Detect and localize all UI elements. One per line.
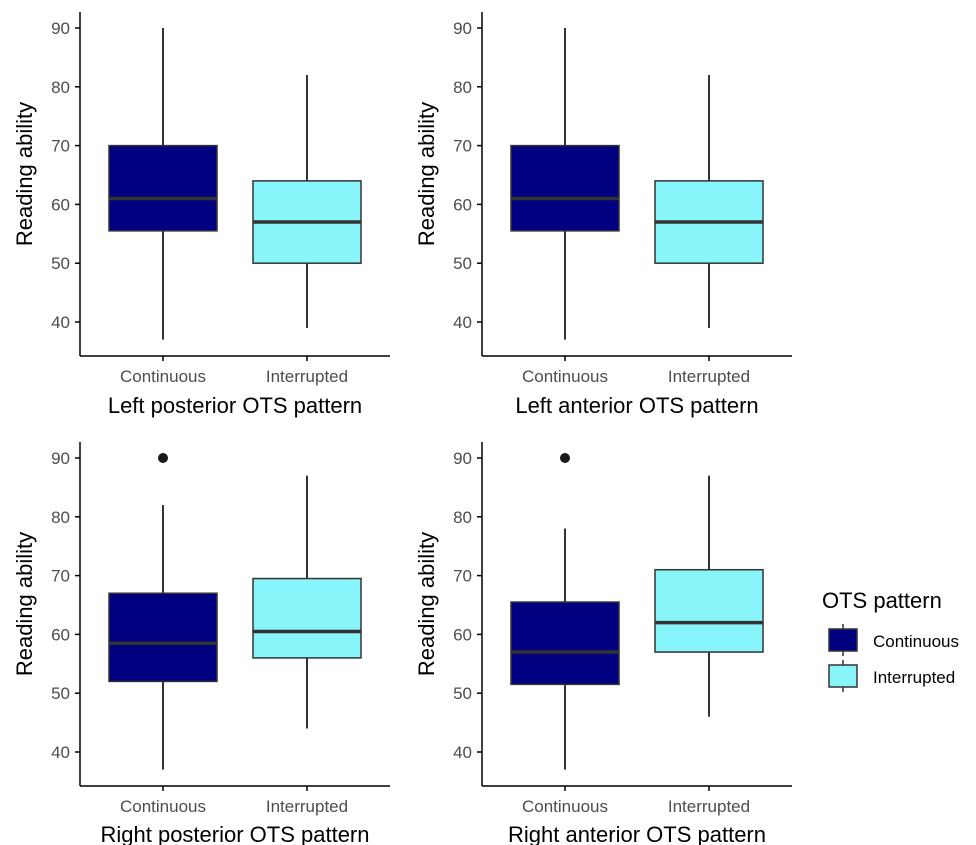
x-tick-label-continuous: Continuous — [522, 797, 608, 816]
y-axis-title: Reading ability — [414, 532, 439, 676]
legend-item-continuous: Continuous — [828, 624, 959, 656]
box-body — [654, 568, 764, 653]
x-tick-label-interrupted: Interrupted — [668, 797, 750, 816]
x-tick-label-continuous: Continuous — [120, 797, 206, 816]
x-axis-title: Right anterior OTS pattern — [508, 822, 766, 845]
legend-label-continuous: Continuous — [873, 632, 959, 651]
box-continuous — [108, 28, 218, 340]
box-interrupted — [654, 475, 764, 717]
y-tick-label-70: 70 — [453, 137, 472, 156]
y-tick-label-80: 80 — [453, 508, 472, 527]
x-axis-title: Right posterior OTS pattern — [100, 822, 369, 845]
legend-label-interrupted: Interrupted — [873, 668, 955, 687]
x-tick-label-interrupted: Interrupted — [668, 367, 750, 386]
y-tick-label-90: 90 — [453, 19, 472, 38]
box-interrupted — [654, 75, 764, 328]
y-axis-title: Reading ability — [12, 102, 37, 246]
y-tick-label-80: 80 — [453, 78, 472, 97]
outlier-point — [560, 453, 570, 463]
chart-panel-right-posterior-ots-pattern: 40 50 60 70 80 90 Reading ability Continuous Int… — [12, 442, 390, 845]
y-tick-label-60: 60 — [453, 625, 472, 644]
legend: OTS pattern Continuous Interrupted — [822, 588, 959, 692]
y-tick-label-70: 70 — [51, 137, 70, 156]
y-tick-label-80: 80 — [51, 508, 70, 527]
y-tick-label-50: 50 — [51, 254, 70, 273]
y-tick-label-70: 70 — [453, 567, 472, 586]
x-tick-label-interrupted: Interrupted — [266, 367, 348, 386]
chart-panel-left-posterior-ots-pattern: 40 50 60 70 80 90 Reading ability Continuous Int… — [12, 12, 390, 418]
y-tick-label-60: 60 — [51, 195, 70, 214]
y-tick-label-90: 90 — [51, 449, 70, 468]
y-tick-label-60: 60 — [453, 195, 472, 214]
x-axis-title: Left anterior OTS pattern — [515, 393, 758, 418]
y-tick-label-40: 40 — [453, 743, 472, 762]
y-tick-label-40: 40 — [51, 313, 70, 332]
box-body — [108, 592, 218, 683]
y-tick-label-90: 90 — [453, 449, 472, 468]
y-tick-label-60: 60 — [51, 625, 70, 644]
legend-key-interrupted — [828, 664, 858, 688]
y-tick-label-50: 50 — [51, 684, 70, 703]
y-tick-label-70: 70 — [51, 567, 70, 586]
y-tick-label-50: 50 — [453, 254, 472, 273]
y-tick-label-40: 40 — [51, 743, 70, 762]
box-interrupted — [252, 475, 362, 729]
y-axis-title: Reading ability — [414, 102, 439, 246]
legend-item-interrupted: Interrupted — [828, 660, 955, 692]
y-tick-label-40: 40 — [453, 313, 472, 332]
x-tick-label-interrupted: Interrupted — [266, 797, 348, 816]
legend-title: OTS pattern — [822, 588, 942, 613]
box-interrupted — [252, 75, 362, 328]
y-tick-label-50: 50 — [453, 684, 472, 703]
box-body — [252, 577, 362, 659]
box-body — [510, 144, 620, 232]
legend-key-continuous — [828, 628, 858, 652]
box-continuous — [510, 453, 620, 770]
chart-panel-left-anterior-ots-pattern: 40 50 60 70 80 90 Reading ability Continuous Int… — [414, 12, 792, 418]
box-continuous — [108, 453, 218, 770]
x-axis-title: Left posterior OTS pattern — [108, 393, 362, 418]
x-tick-label-continuous: Continuous — [522, 367, 608, 386]
chart-panel-right-anterior-ots-pattern: 40 50 60 70 80 90 Reading ability Continuous Int… — [414, 442, 792, 845]
y-axis-title: Reading ability — [12, 532, 37, 676]
outlier-point — [158, 453, 168, 463]
box-continuous — [510, 28, 620, 340]
y-tick-label-90: 90 — [51, 19, 70, 38]
box-body — [108, 144, 218, 232]
box-body — [510, 601, 620, 686]
chart-panels: 40 50 60 70 80 90 Reading ability Continuous Int… — [12, 12, 792, 845]
y-tick-label-80: 80 — [51, 78, 70, 97]
x-tick-label-continuous: Continuous — [120, 367, 206, 386]
